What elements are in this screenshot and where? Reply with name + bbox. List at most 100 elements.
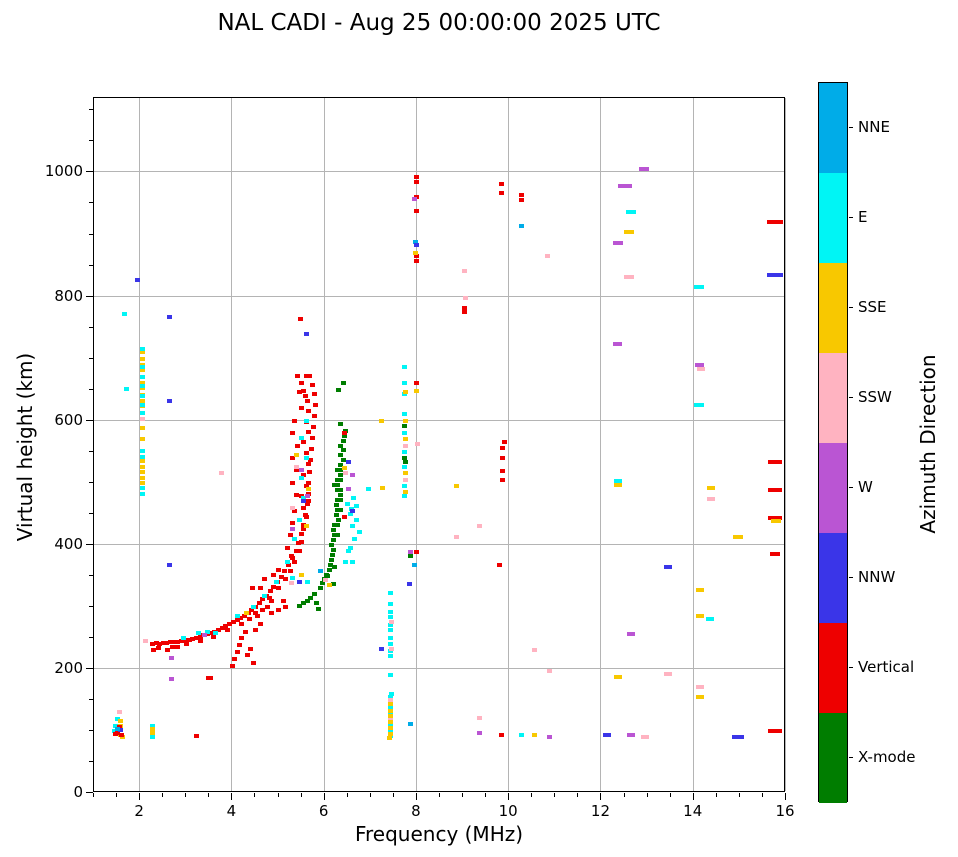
data-point-X: [312, 592, 318, 597]
data-point-SSE: [613, 483, 622, 488]
data-point-V: [518, 198, 524, 203]
data-point-V: [242, 629, 248, 634]
data-point-V: [169, 644, 175, 649]
data-point-E: [139, 365, 145, 370]
data-point-SSE: [150, 730, 156, 735]
data-point-V: [260, 597, 266, 602]
data-point-NNW: [167, 563, 173, 568]
data-point-V: [276, 607, 282, 612]
data-point-W: [617, 184, 632, 189]
data-point-V: [289, 556, 295, 561]
data-point-E: [139, 454, 145, 459]
data-point-V: [236, 643, 242, 648]
data-point-SSE: [140, 386, 146, 391]
data-point-V: [768, 516, 783, 521]
page-title: NAL CADI - Aug 25 00:00:00 2025 UTC: [217, 10, 661, 36]
data-point-SSW: [288, 581, 294, 586]
data-point-E: [353, 504, 359, 509]
data-point-SSE: [613, 674, 622, 679]
data-point-V: [312, 402, 318, 407]
data-point-E: [387, 673, 393, 678]
data-point-SSW: [342, 470, 348, 475]
data-point-E: [693, 284, 704, 289]
colorbar-segment-SSE: [819, 263, 847, 353]
data-point-V: [255, 614, 261, 619]
data-point-V: [197, 638, 203, 643]
data-point-V: [160, 640, 166, 645]
data-point-X: [332, 564, 338, 569]
data-point-X: [401, 423, 407, 428]
data-point-SSE: [624, 230, 635, 235]
data-point-X: [329, 557, 335, 562]
data-point-V: [299, 532, 305, 537]
data-point-SSE: [140, 368, 146, 373]
data-point-E: [303, 418, 309, 423]
data-point-E: [181, 635, 187, 640]
data-point-SSE: [140, 481, 146, 486]
data-point-E: [139, 375, 145, 380]
data-point-V: [307, 469, 313, 474]
colorbar-segment-E: [819, 173, 847, 263]
data-point-SSE: [140, 475, 146, 480]
data-point-V: [499, 468, 505, 473]
data-point-NNW: [166, 399, 172, 404]
data-point-X: [338, 422, 344, 427]
data-point-E: [139, 486, 145, 491]
x-gridline: [600, 98, 602, 791]
data-point-X: [341, 433, 347, 438]
colorbar-tick-label-E: E: [858, 208, 868, 226]
data-point-V: [768, 460, 783, 465]
data-point-W: [412, 197, 418, 202]
x-minor-tick: [208, 793, 210, 797]
data-point-SSE: [402, 389, 408, 394]
colorbar-tick: [849, 577, 853, 578]
data-point-V: [461, 305, 467, 310]
data-point-SSE: [150, 727, 156, 732]
y-minor-tick: [89, 760, 93, 762]
data-point-E: [387, 628, 393, 633]
x-tick: [323, 793, 325, 800]
data-point-E: [354, 517, 360, 522]
data-point-V: [768, 728, 783, 733]
data-point-SSW: [289, 505, 295, 510]
x-minor-tick: [577, 793, 579, 797]
data-point-V: [219, 625, 225, 630]
x-minor-tick: [554, 793, 556, 797]
data-point-V: [239, 635, 245, 640]
data-point-E: [262, 593, 268, 598]
data-point-SSE: [454, 484, 460, 489]
data-point-V: [271, 572, 277, 577]
data-point-V: [119, 732, 125, 737]
data-point-V: [165, 648, 171, 653]
data-point-E: [401, 364, 407, 369]
data-point-V: [230, 620, 236, 625]
data-point-E: [401, 494, 407, 499]
data-point-V: [183, 642, 189, 647]
data-point-SSW: [663, 672, 672, 677]
data-point-E: [366, 486, 372, 491]
data-point-E: [387, 623, 393, 628]
data-point-V: [499, 455, 505, 460]
data-point-V: [276, 586, 282, 591]
data-point-X: [336, 387, 341, 392]
data-point-NNW: [379, 647, 385, 652]
x-minor-tick: [531, 793, 533, 797]
x-gridline: [323, 98, 325, 791]
data-point-E: [356, 530, 362, 535]
data-point-V: [247, 617, 253, 622]
data-point-E: [296, 517, 302, 522]
data-point-X: [317, 586, 323, 591]
data-point-X: [327, 562, 333, 567]
data-point-V: [289, 431, 295, 436]
data-point-E: [139, 411, 145, 416]
data-point-SSE: [140, 380, 146, 385]
data-point-E: [139, 383, 145, 388]
data-point-E: [139, 393, 145, 398]
data-point-SSW: [388, 647, 394, 652]
data-point-NNE: [518, 223, 524, 228]
y-gridline: [94, 419, 784, 421]
data-point-V: [164, 641, 170, 646]
colorbar-tick-label-SSE: SSE: [858, 298, 887, 316]
data-point-V: [311, 424, 317, 429]
x-minor-tick: [623, 793, 625, 797]
